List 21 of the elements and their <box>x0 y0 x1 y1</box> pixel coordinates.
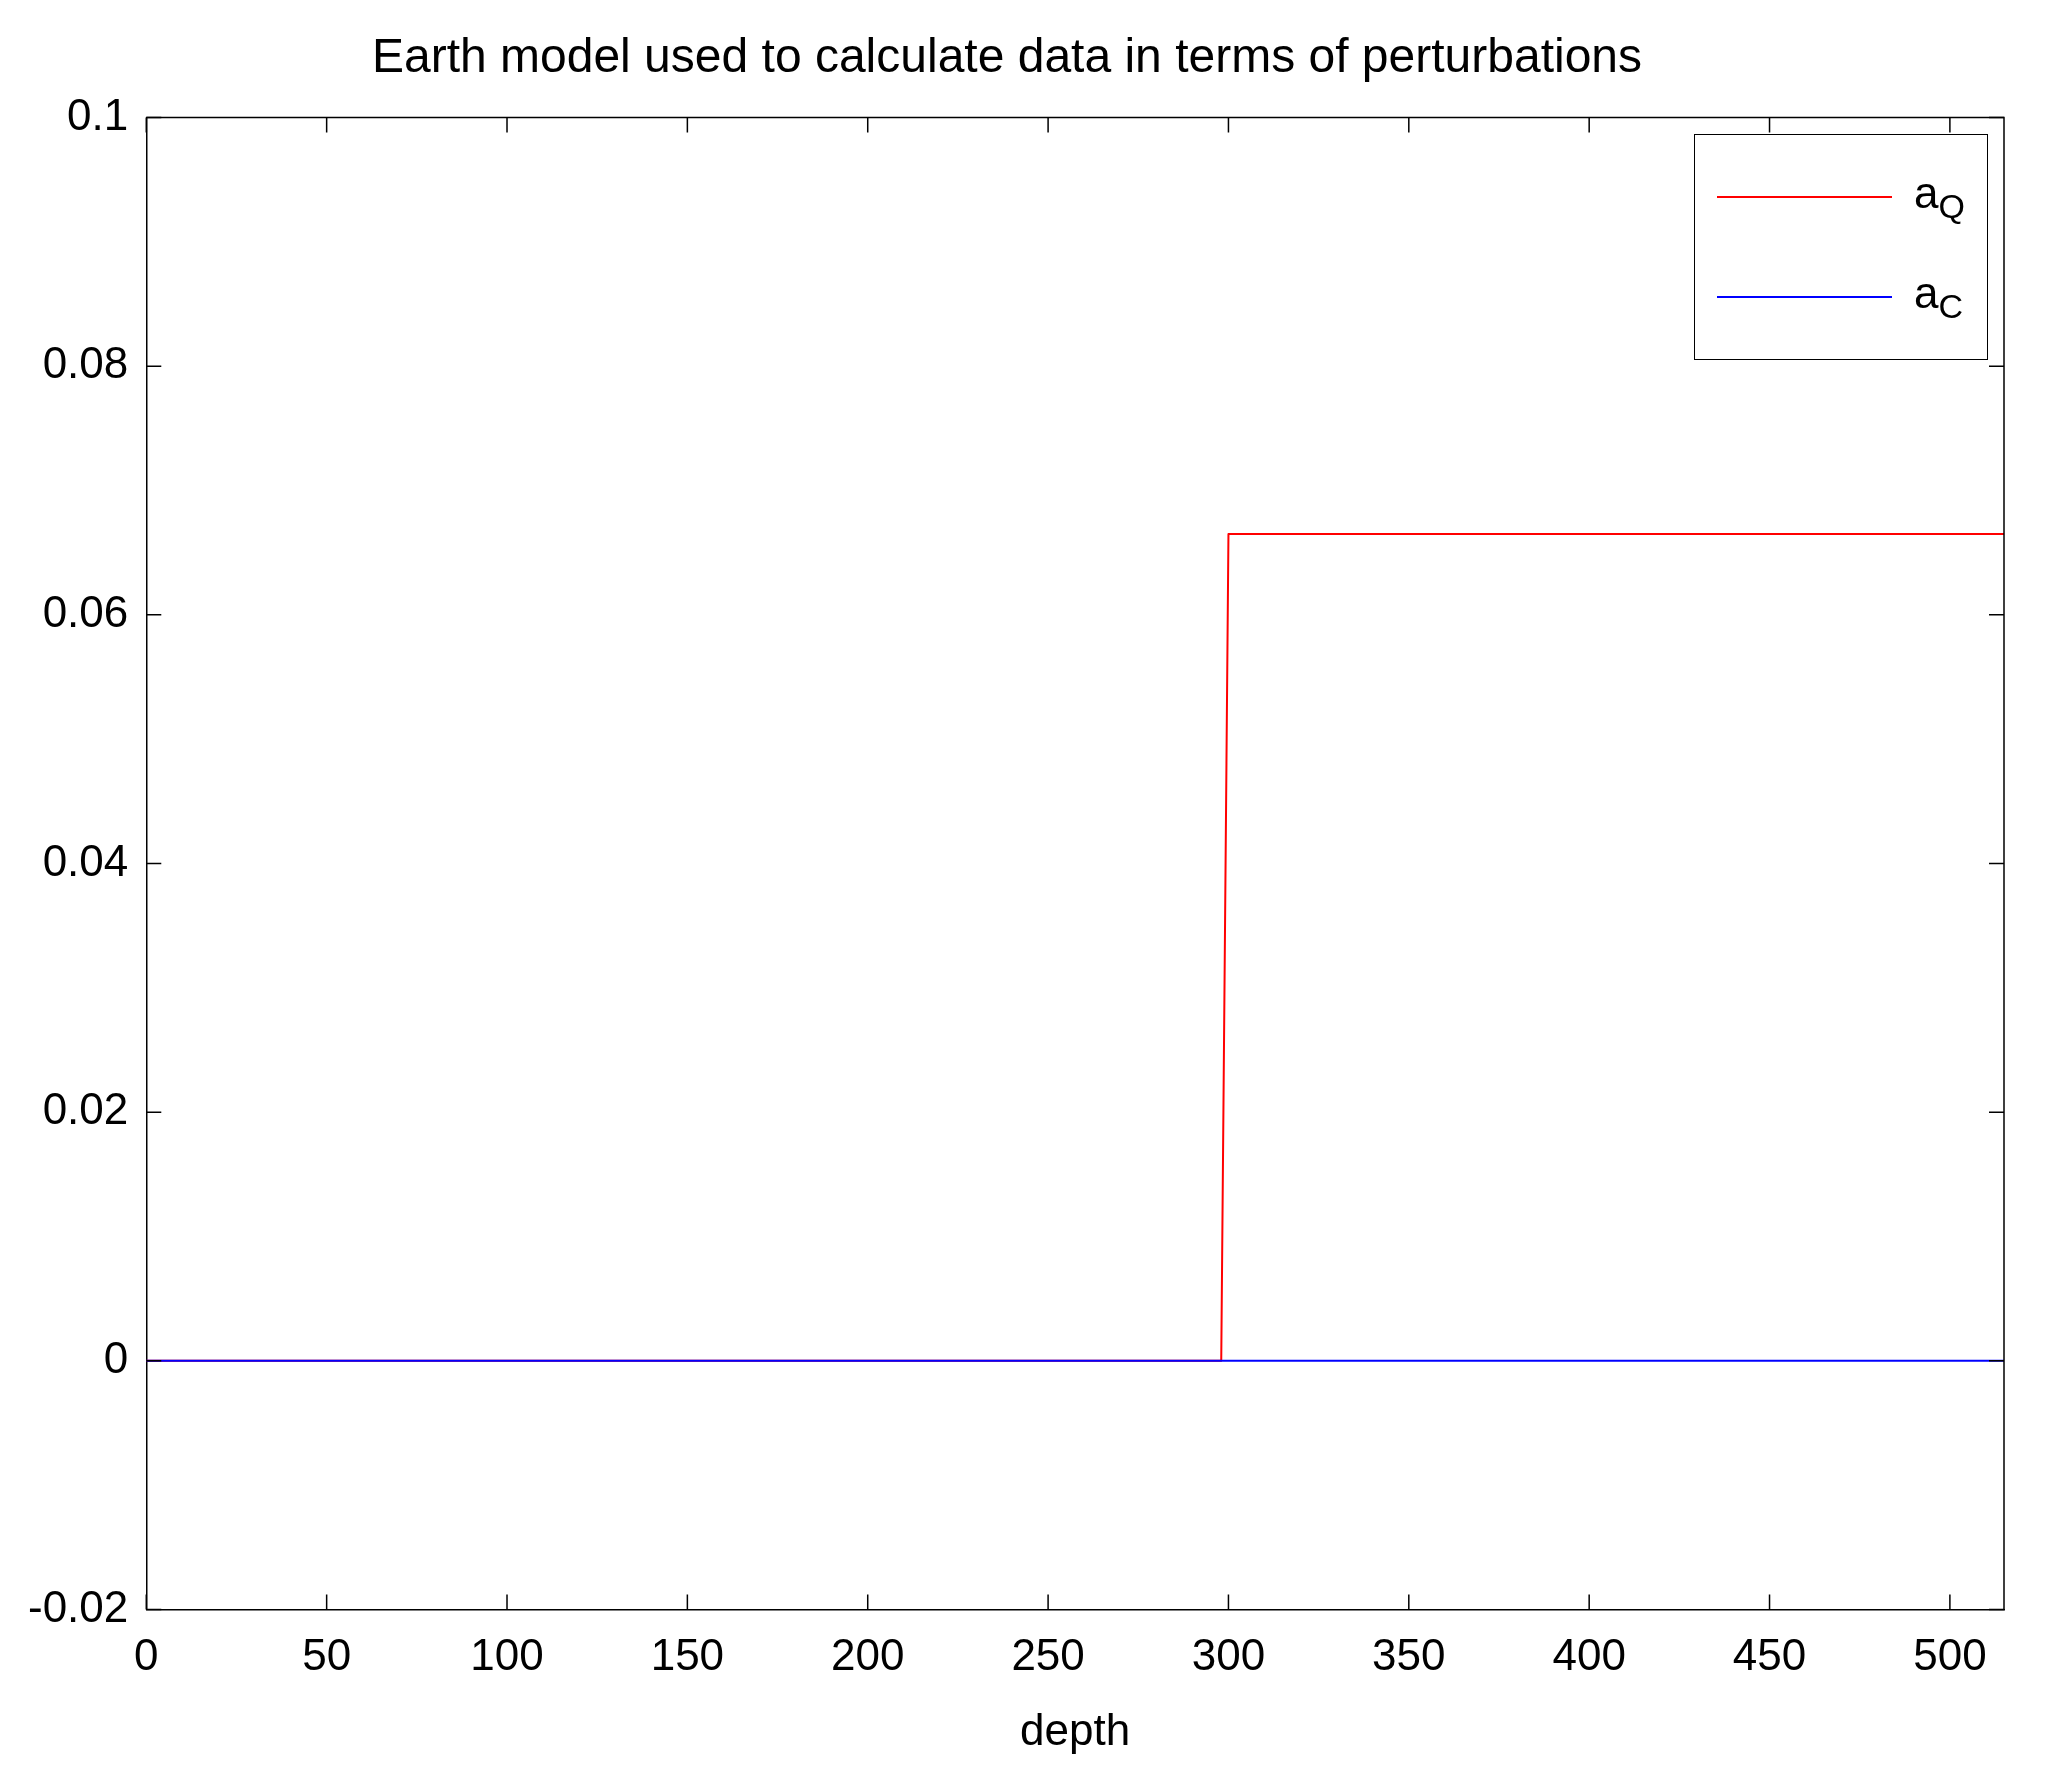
x-tick-label: 350 <box>1372 1629 1446 1679</box>
x-tick-label: 50 <box>302 1629 352 1679</box>
y-tick-label: 0.08 <box>42 338 129 388</box>
x-tick-label: 300 <box>1191 1629 1266 1679</box>
chart-title: Earth model used to calculate data in terms of perturbations <box>371 29 1643 83</box>
x-tick-label: 450 <box>1732 1629 1807 1679</box>
y-tick-label: 0.1 <box>67 89 129 139</box>
y-tick-label: 0 <box>103 1332 129 1382</box>
legend-label: a$_{Q}$ <box>1914 167 1965 226</box>
y-tick-label: -0.02 <box>27 1581 129 1631</box>
x-tick-label: 500 <box>1913 1629 1987 1679</box>
y-tick-label: 0.06 <box>42 587 129 637</box>
x-tick-label: 400 <box>1552 1629 1626 1679</box>
x-tick-label: 150 <box>650 1629 725 1679</box>
x-tick-label: 250 <box>1011 1629 1085 1679</box>
y-tick-label: 0.04 <box>42 835 129 885</box>
legend-label: a$_{C}$ <box>1914 267 1964 326</box>
x-tick-label: 200 <box>831 1629 905 1679</box>
x-tick-label: 100 <box>470 1629 544 1679</box>
x-axis-title: depth <box>1020 1704 1131 1754</box>
y-tick-label: 0.02 <box>42 1084 129 1134</box>
